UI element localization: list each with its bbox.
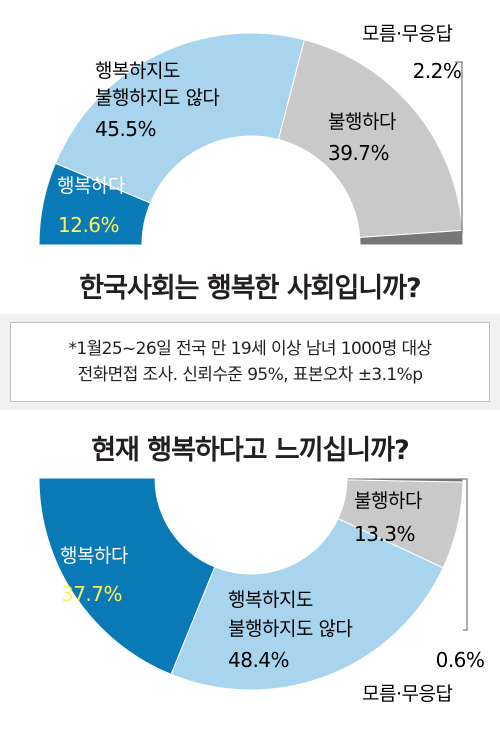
bottom-unknown-label: 모름·무응답	[362, 683, 452, 705]
bottom-slice-happy	[38, 477, 216, 676]
title-personal-happiness: 현재 행복하다고 느끼십니까?	[91, 435, 409, 466]
title-society-happiness: 한국사회는 행복한 사회입니까?	[79, 273, 420, 304]
top-slice-neutral	[54, 32, 305, 204]
bottom-unhappy-label: 불행하다	[354, 490, 422, 512]
top-unhappy-label: 불행하다	[328, 111, 396, 133]
bottom-unhappy-value: 13.3%	[354, 522, 415, 546]
bottom-happy-value: 37.7%	[61, 582, 122, 606]
top-neutral-label-line1: 행복하지도	[95, 60, 180, 82]
bottom-neutral-label-line1: 행복하지도	[228, 589, 313, 611]
top-slice-unhappy	[277, 39, 464, 239]
top-happy-label: 행복하다	[57, 175, 125, 197]
top-unknown-label: 모름·무응답	[362, 23, 452, 45]
bottom-happy-label: 행복하다	[60, 545, 128, 567]
top-unhappy-value: 39.7%	[328, 141, 389, 165]
bottom-neutral-value: 48.4%	[228, 648, 289, 672]
bottom-unknown-leader-line	[458, 478, 468, 631]
top-happy-value: 12.6%	[58, 213, 119, 237]
top-neutral-value: 45.5%	[95, 117, 156, 141]
survey-note-line1: *1월25~26일 전국 만 19세 이상 남녀 1000명 대상	[68, 339, 432, 359]
bottom-slice-unknown	[346, 477, 464, 483]
top-slice-unknown	[359, 229, 464, 246]
bottom-neutral-label-line2: 불행하지도 않다	[228, 618, 352, 640]
top-half-donut	[38, 32, 464, 246]
survey-note: *1월25~26일 전국 만 19세 이상 남녀 1000명 대상 전화면접 조…	[10, 322, 490, 402]
survey-note-line2: 전화면접 조사. 신뢰수준 95%, 표본오차 ±3.1%p	[77, 365, 423, 385]
bottom-half-donut	[38, 477, 464, 691]
top-unknown-leader-line	[455, 61, 463, 235]
bottom-slice-neutral	[170, 517, 444, 691]
top-unknown-value: 2.2%	[413, 59, 462, 83]
bottom-unknown-value: 0.6%	[436, 648, 485, 672]
top-neutral-label-line2: 불행하지도 않다	[95, 87, 219, 109]
